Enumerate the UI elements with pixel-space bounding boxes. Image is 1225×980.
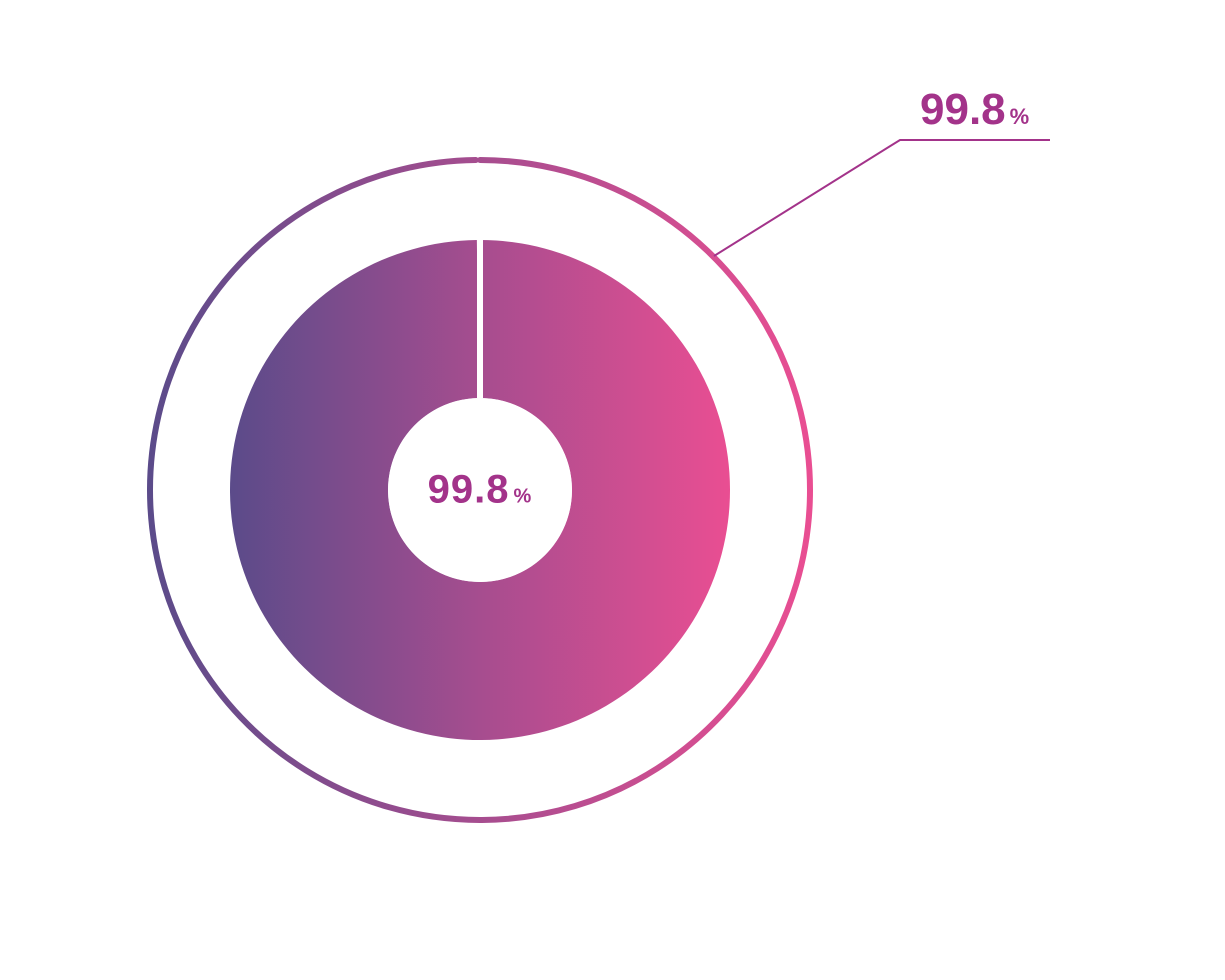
callout-percent-sign: %	[1010, 104, 1030, 130]
center-value: 99.8	[428, 468, 510, 513]
callout-percentage-label: 99.8%	[920, 85, 1029, 135]
callout-leader	[714, 140, 1050, 256]
chart-stage: 99.8% 99.8%	[0, 0, 1225, 980]
center-percent-sign: %	[514, 486, 533, 509]
radial-chart-svg	[0, 0, 1225, 980]
callout-value: 99.8	[920, 85, 1006, 135]
center-percentage-label: 99.8%	[428, 468, 533, 513]
